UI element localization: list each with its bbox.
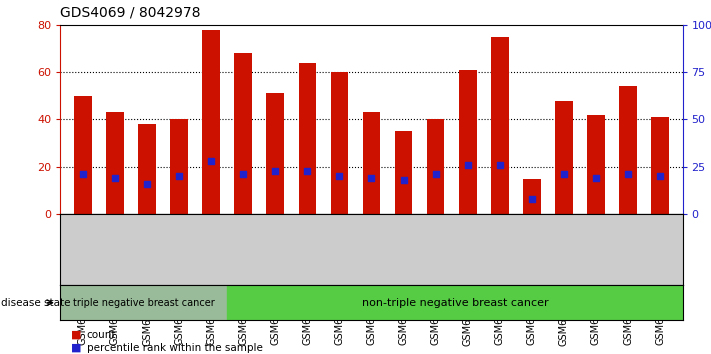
Bar	[555, 101, 573, 214]
Bar	[587, 115, 605, 214]
Point	[109, 175, 121, 181]
Text: count: count	[87, 330, 116, 339]
Bar	[427, 119, 444, 214]
Bar	[651, 117, 669, 214]
Point	[333, 173, 345, 179]
Bar	[74, 96, 92, 214]
Text: disease state: disease state	[1, 298, 70, 308]
Bar	[331, 72, 348, 214]
Text: GDS4069 / 8042978: GDS4069 / 8042978	[60, 5, 201, 19]
Bar	[619, 86, 637, 214]
Point	[462, 162, 474, 168]
Point	[654, 173, 665, 179]
Bar	[299, 63, 316, 214]
Bar	[228, 285, 683, 320]
Point	[173, 173, 185, 179]
Point	[526, 196, 538, 202]
Point	[494, 162, 506, 168]
Text: ■: ■	[71, 343, 82, 353]
Bar	[491, 36, 508, 214]
Bar	[267, 93, 284, 214]
Point	[398, 177, 410, 183]
Point	[141, 181, 153, 187]
Point	[269, 168, 281, 173]
Text: non-triple negative breast cancer: non-triple negative breast cancer	[362, 298, 548, 308]
Point	[430, 172, 442, 177]
Bar	[395, 131, 412, 214]
Bar	[138, 124, 156, 214]
Bar	[60, 285, 228, 320]
Text: percentile rank within the sample: percentile rank within the sample	[87, 343, 262, 353]
Point	[205, 158, 217, 164]
Bar	[235, 53, 252, 214]
Point	[237, 172, 249, 177]
Point	[365, 175, 377, 181]
Point	[590, 175, 602, 181]
Bar	[170, 119, 188, 214]
Point	[301, 168, 313, 173]
Bar	[459, 70, 476, 214]
Bar	[203, 29, 220, 214]
Point	[622, 172, 634, 177]
Point	[77, 172, 89, 177]
Text: ■: ■	[71, 330, 82, 339]
Bar	[363, 112, 380, 214]
Bar	[523, 179, 540, 214]
Point	[558, 172, 570, 177]
Bar	[106, 112, 124, 214]
Text: triple negative breast cancer: triple negative breast cancer	[73, 298, 215, 308]
